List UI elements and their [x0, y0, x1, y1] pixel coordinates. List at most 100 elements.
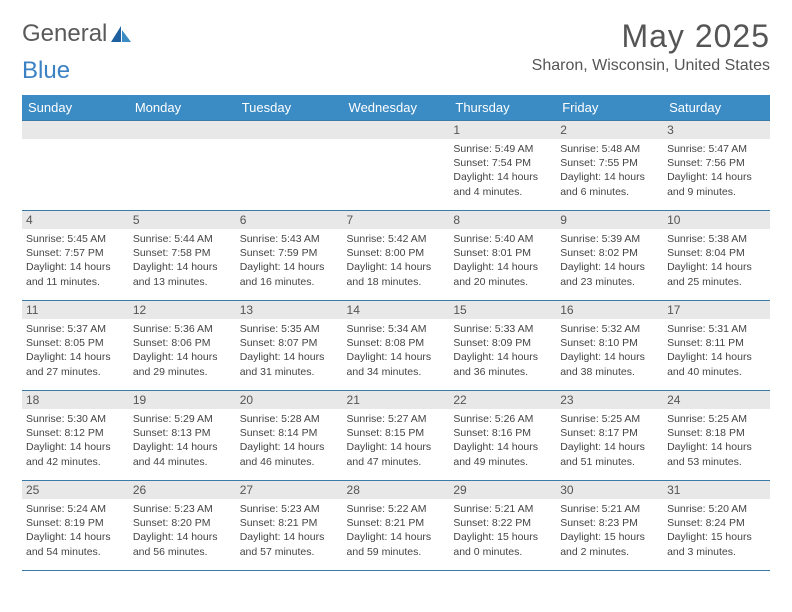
day-details: Sunrise: 5:35 AMSunset: 8:07 PMDaylight:… — [240, 322, 339, 379]
day-cell: 8 Sunrise: 5:40 AMSunset: 8:01 PMDaylight… — [449, 211, 556, 301]
day-number: 8 — [449, 211, 556, 229]
day-cell: 14Sunrise: 5:34 AMSunset: 8:08 PMDayligh… — [343, 301, 450, 391]
day-details: Sunrise: 5:43 AMSunset: 7:59 PMDaylight:… — [240, 232, 339, 289]
day-cell: 19 Sunrise: 5:29 AMSunset: 8:13 PMDayligh… — [129, 391, 236, 481]
day-number: 21 — [343, 391, 450, 409]
day-cell: 27Sunrise: 5:23 AMSunset: 8:21 PMDayligh… — [236, 481, 343, 571]
day-number: 26 — [129, 481, 236, 499]
day-header: Saturday — [663, 95, 770, 121]
week-row: 4 Sunrise: 5:45 AMSunset: 7:57 PMDaylight… — [22, 211, 770, 301]
day-details: Sunrise: 5:30 AMSunset: 8:12 PMDaylight:… — [26, 412, 125, 469]
day-details: Sunrise: 5:47 AMSunset: 7:56 PMDaylight:… — [667, 142, 766, 199]
day-number: 31 — [663, 481, 770, 499]
week-row: 25 Sunrise: 5:24 AMSunset: 8:19 PMDayligh… — [22, 481, 770, 571]
day-details: Sunrise: 5:32 AMSunset: 8:10 PMDaylight:… — [560, 322, 659, 379]
day-number: 9 — [556, 211, 663, 229]
day-details: Sunrise: 5:24 AMSunset: 8:19 PMDaylight:… — [26, 502, 125, 559]
day-cell: 5 Sunrise: 5:44 AMSunset: 7:58 PMDaylight… — [129, 211, 236, 301]
day-details: Sunrise: 5:25 AMSunset: 8:17 PMDaylight:… — [560, 412, 659, 469]
day-header: Monday — [129, 95, 236, 121]
sail-icon — [111, 26, 131, 42]
day-number: 17 — [663, 301, 770, 319]
day-number — [22, 121, 129, 139]
day-number: 30 — [556, 481, 663, 499]
day-cell — [22, 121, 129, 211]
day-number: 29 — [449, 481, 556, 499]
day-cell: 1 Sunrise: 5:49 AMSunset: 7:54 PMDaylight… — [449, 121, 556, 211]
title-block: May 2025 Sharon, Wisconsin, United State… — [532, 18, 770, 75]
day-number: 1 — [449, 121, 556, 139]
day-details: Sunrise: 5:40 AMSunset: 8:01 PMDaylight:… — [453, 232, 552, 289]
day-number: 18 — [22, 391, 129, 409]
day-details: Sunrise: 5:42 AMSunset: 8:00 PMDaylight:… — [347, 232, 446, 289]
day-cell: 17 Sunrise: 5:31 AMSunset: 8:11 PMDayligh… — [663, 301, 770, 391]
day-cell: 10 Sunrise: 5:38 AMSunset: 8:04 PMDayligh… — [663, 211, 770, 301]
day-cell: 29 Sunrise: 5:21 AMSunset: 8:22 PMDayligh… — [449, 481, 556, 571]
day-cell: 25 Sunrise: 5:24 AMSunset: 8:19 PMDayligh… — [22, 481, 129, 571]
day-cell: 4 Sunrise: 5:45 AMSunset: 7:57 PMDaylight… — [22, 211, 129, 301]
day-details: Sunrise: 5:39 AMSunset: 8:02 PMDaylight:… — [560, 232, 659, 289]
day-details: Sunrise: 5:49 AMSunset: 7:54 PMDaylight:… — [453, 142, 552, 199]
month-title: May 2025 — [532, 18, 770, 55]
day-number: 15 — [449, 301, 556, 319]
day-details: Sunrise: 5:36 AMSunset: 8:06 PMDaylight:… — [133, 322, 232, 379]
day-details: Sunrise: 5:26 AMSunset: 8:16 PMDaylight:… — [453, 412, 552, 469]
day-number: 3 — [663, 121, 770, 139]
brand-part2: Blue — [22, 57, 70, 85]
day-cell: 30 Sunrise: 5:21 AMSunset: 8:23 PMDayligh… — [556, 481, 663, 571]
day-cell — [343, 121, 450, 211]
day-number: 25 — [22, 481, 129, 499]
day-cell: 16Sunrise: 5:32 AMSunset: 8:10 PMDayligh… — [556, 301, 663, 391]
week-row: 18 Sunrise: 5:30 AMSunset: 8:12 PMDayligh… — [22, 391, 770, 481]
day-number: 28 — [343, 481, 450, 499]
day-details: Sunrise: 5:27 AMSunset: 8:15 PMDaylight:… — [347, 412, 446, 469]
day-details: Sunrise: 5:23 AMSunset: 8:20 PMDaylight:… — [133, 502, 232, 559]
day-details: Sunrise: 5:29 AMSunset: 8:13 PMDaylight:… — [133, 412, 232, 469]
brand-part1: General — [22, 22, 107, 46]
week-row: 1 Sunrise: 5:49 AMSunset: 7:54 PMDaylight… — [22, 121, 770, 211]
calendar-table: SundayMondayTuesdayWednesdayThursdayFrid… — [22, 95, 770, 571]
day-cell: 3 Sunrise: 5:47 AMSunset: 7:56 PMDaylight… — [663, 121, 770, 211]
day-details: Sunrise: 5:38 AMSunset: 8:04 PMDaylight:… — [667, 232, 766, 289]
day-cell: 23 Sunrise: 5:25 AMSunset: 8:17 PMDayligh… — [556, 391, 663, 481]
week-row: 11 Sunrise: 5:37 AMSunset: 8:05 PMDayligh… — [22, 301, 770, 391]
day-header: Sunday — [22, 95, 129, 121]
day-number: 6 — [236, 211, 343, 229]
day-cell: 20Sunrise: 5:28 AMSunset: 8:14 PMDayligh… — [236, 391, 343, 481]
day-number: 5 — [129, 211, 236, 229]
day-cell — [236, 121, 343, 211]
day-number: 24 — [663, 391, 770, 409]
day-cell: 24Sunrise: 5:25 AMSunset: 8:18 PMDayligh… — [663, 391, 770, 481]
day-details: Sunrise: 5:44 AMSunset: 7:58 PMDaylight:… — [133, 232, 232, 289]
day-number: 12 — [129, 301, 236, 319]
day-details: Sunrise: 5:45 AMSunset: 7:57 PMDaylight:… — [26, 232, 125, 289]
day-cell: 9 Sunrise: 5:39 AMSunset: 8:02 PMDaylight… — [556, 211, 663, 301]
day-cell: 11 Sunrise: 5:37 AMSunset: 8:05 PMDayligh… — [22, 301, 129, 391]
day-cell: 2Sunrise: 5:48 AMSunset: 7:55 PMDaylight… — [556, 121, 663, 211]
day-details: Sunrise: 5:33 AMSunset: 8:09 PMDaylight:… — [453, 322, 552, 379]
day-cell: 26 Sunrise: 5:23 AMSunset: 8:20 PMDayligh… — [129, 481, 236, 571]
day-number: 13 — [236, 301, 343, 319]
day-number: 7 — [343, 211, 450, 229]
day-number: 23 — [556, 391, 663, 409]
day-header: Tuesday — [236, 95, 343, 121]
day-details: Sunrise: 5:48 AMSunset: 7:55 PMDaylight:… — [560, 142, 659, 199]
day-details: Sunrise: 5:20 AMSunset: 8:24 PMDaylight:… — [667, 502, 766, 559]
day-cell: 31 Sunrise: 5:20 AMSunset: 8:24 PMDayligh… — [663, 481, 770, 571]
day-cell: 21 Sunrise: 5:27 AMSunset: 8:15 PMDayligh… — [343, 391, 450, 481]
day-number: 22 — [449, 391, 556, 409]
day-details: Sunrise: 5:21 AMSunset: 8:23 PMDaylight:… — [560, 502, 659, 559]
day-number: 10 — [663, 211, 770, 229]
day-number: 19 — [129, 391, 236, 409]
day-number: 4 — [22, 211, 129, 229]
day-cell: 7 Sunrise: 5:42 AMSunset: 8:00 PMDaylight… — [343, 211, 450, 301]
day-details: Sunrise: 5:28 AMSunset: 8:14 PMDaylight:… — [240, 412, 339, 469]
day-details: Sunrise: 5:21 AMSunset: 8:22 PMDaylight:… — [453, 502, 552, 559]
day-details: Sunrise: 5:31 AMSunset: 8:11 PMDaylight:… — [667, 322, 766, 379]
day-details: Sunrise: 5:37 AMSunset: 8:05 PMDaylight:… — [26, 322, 125, 379]
day-number: 11 — [22, 301, 129, 319]
day-cell: 13 Sunrise: 5:35 AMSunset: 8:07 PMDayligh… — [236, 301, 343, 391]
brand-logo: General — [22, 18, 162, 48]
day-number: 27 — [236, 481, 343, 499]
day-cell: 28Sunrise: 5:22 AMSunset: 8:21 PMDayligh… — [343, 481, 450, 571]
